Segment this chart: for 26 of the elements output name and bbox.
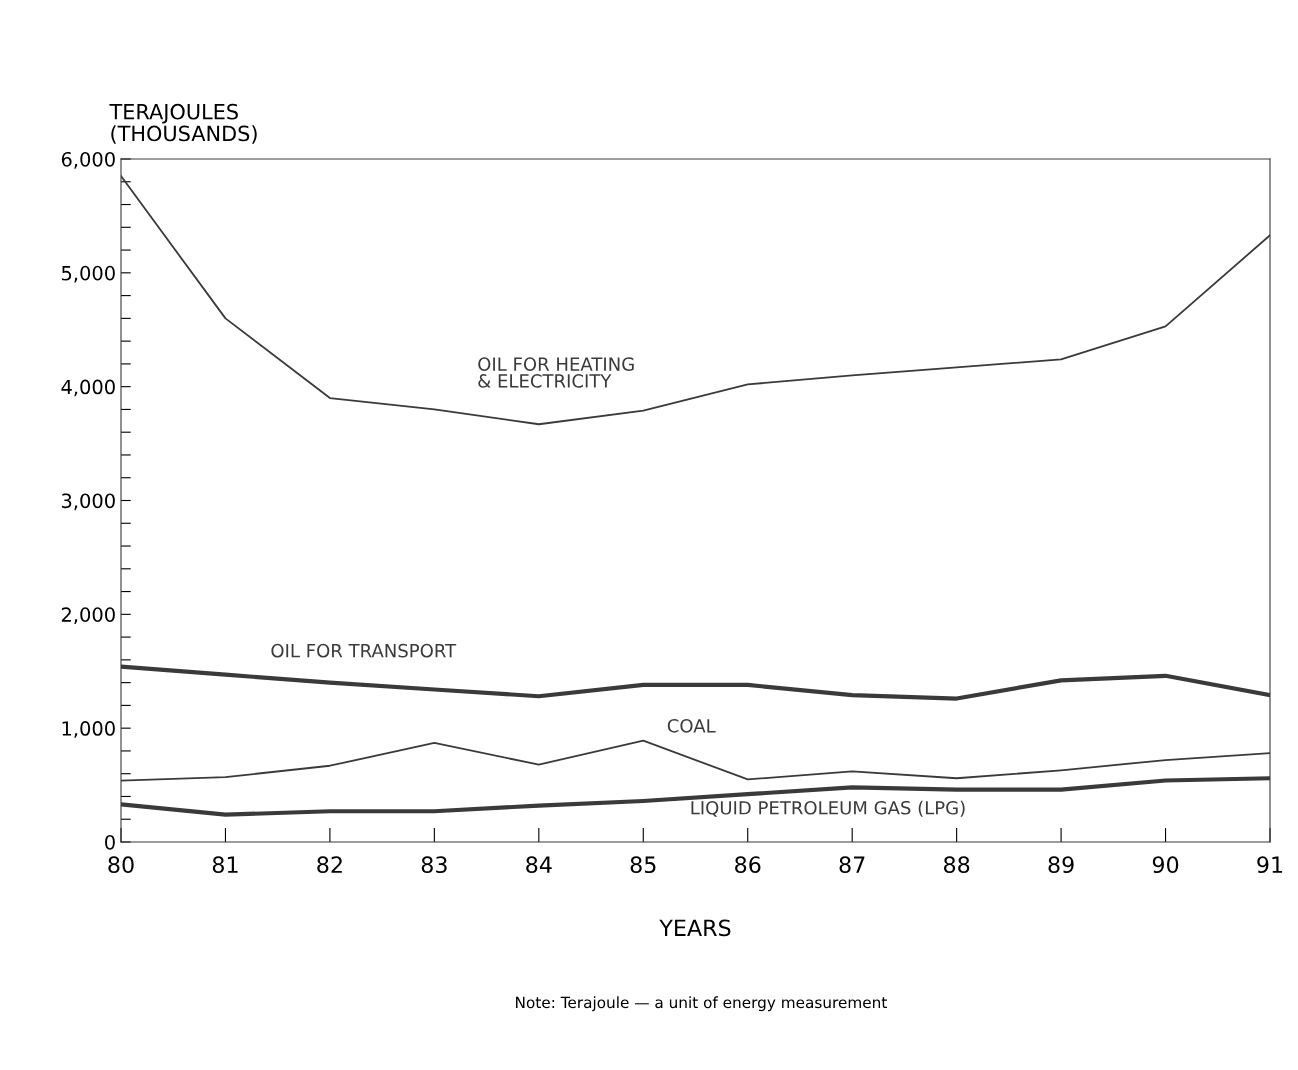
x-tick-label: 91 bbox=[1257, 856, 1283, 874]
x-tick-label: 81 bbox=[212, 856, 238, 874]
series-label: OIL FOR HEATING & ELECTRICITY bbox=[478, 357, 634, 388]
series-label: OIL FOR TRANSPORT bbox=[271, 643, 457, 658]
x-tick-label: 89 bbox=[1048, 856, 1074, 874]
y-tick-label: 6,000 bbox=[61, 151, 115, 169]
y-tick-label: 5,000 bbox=[61, 265, 115, 283]
y-tick-label: 3,000 bbox=[61, 493, 115, 511]
series-label: LIQUID PETROLEUM GAS (LPG) bbox=[691, 800, 965, 817]
y-tick-label: 2,000 bbox=[61, 607, 115, 624]
y-tick-label: 0 bbox=[105, 834, 115, 850]
x-tick-label: 88 bbox=[944, 856, 970, 874]
x-tick-label: 84 bbox=[526, 856, 552, 874]
y-tick-label: 4,000 bbox=[61, 379, 115, 397]
x-tick-label: 80 bbox=[108, 856, 134, 874]
x-tick-label: 87 bbox=[839, 856, 865, 874]
x-tick-label: 86 bbox=[735, 856, 761, 874]
x-axis-title: YEARS bbox=[659, 919, 731, 937]
text: Note: Terajoule — a unit of energy measurement bbox=[516, 996, 887, 1012]
x-tick-label: 83 bbox=[421, 856, 447, 874]
y-tick-label: 1,000 bbox=[62, 721, 115, 738]
series-label: COAL bbox=[667, 718, 716, 733]
x-tick-label: 82 bbox=[317, 856, 342, 874]
y-axis-title: TERAJOULES (THOUSANDS) bbox=[109, 103, 257, 144]
x-tick-label: 85 bbox=[630, 856, 656, 874]
x-tick-label: 90 bbox=[1152, 856, 1179, 874]
